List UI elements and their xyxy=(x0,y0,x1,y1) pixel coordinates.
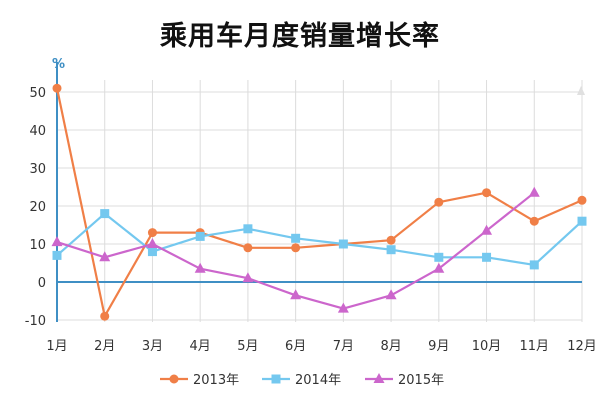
x-tick-label: 11月 xyxy=(519,339,549,354)
arrow-icon xyxy=(577,86,585,95)
x-tick-label: 7月 xyxy=(333,339,354,354)
x-tick-label: 8月 xyxy=(380,339,401,354)
data-point xyxy=(386,245,396,255)
data-point xyxy=(147,247,157,257)
x-tick-label: 6月 xyxy=(285,339,306,354)
data-point xyxy=(243,224,253,234)
y-tick-labels: -10 0 10 20 30 40 50 xyxy=(25,86,46,329)
legend-marker-0 xyxy=(169,374,179,384)
chart-title: 乘用车月度销量增长率 xyxy=(160,21,440,52)
data-point xyxy=(482,188,492,198)
data-point xyxy=(100,311,110,321)
y-tick-label: 50 xyxy=(29,86,46,101)
data-point xyxy=(338,239,348,249)
y-unit-label: % xyxy=(52,57,65,72)
data-point xyxy=(434,252,444,262)
y-tick-label: 30 xyxy=(29,162,46,177)
x-tick-label: 9月 xyxy=(428,339,449,354)
x-tick-label: 5月 xyxy=(237,339,258,354)
x-tick-labels: 1月 2月 3月 4月 5月 6月 7月 8月 9月 10月 11月 12月 xyxy=(46,339,596,354)
x-tick-label: 3月 xyxy=(142,339,163,354)
y-tick-label: 10 xyxy=(29,238,46,253)
data-point xyxy=(482,252,492,262)
data-point xyxy=(385,289,397,300)
data-point xyxy=(337,302,349,313)
x-tick-label: 10月 xyxy=(472,339,502,354)
data-point xyxy=(195,231,205,241)
x-tick-label: 12月 xyxy=(567,339,597,354)
data-point xyxy=(52,83,62,93)
data-point xyxy=(242,272,254,283)
data-point xyxy=(481,224,493,235)
x-tick-label: 2月 xyxy=(94,339,115,354)
data-point xyxy=(51,236,63,247)
legend-label-2: 2015年 xyxy=(398,373,444,388)
data-point xyxy=(529,216,539,226)
y-tick-label: 40 xyxy=(29,124,46,139)
data-point xyxy=(577,216,587,226)
legend-marker-2 xyxy=(373,373,385,383)
data-point xyxy=(386,235,396,245)
data-point xyxy=(243,243,253,253)
data-point xyxy=(433,262,445,273)
legend-label-1: 2014年 xyxy=(295,373,341,388)
data-point xyxy=(290,289,302,300)
data-point xyxy=(529,260,539,270)
legend-marker-1 xyxy=(271,374,281,384)
series-markers xyxy=(51,83,587,321)
series-line-1 xyxy=(56,212,583,266)
grid-lines xyxy=(56,80,583,322)
data-point xyxy=(100,209,110,219)
data-point xyxy=(147,228,157,238)
axes: % xyxy=(52,57,585,322)
x-tick-label: 1月 xyxy=(46,339,67,354)
legend: 2013年 2014年 2015年 xyxy=(160,373,444,388)
data-point xyxy=(146,238,158,248)
data-point xyxy=(52,250,62,260)
y-tick-label: -10 xyxy=(25,314,46,329)
data-point xyxy=(194,262,206,273)
data-point xyxy=(577,195,587,205)
data-point xyxy=(291,243,301,253)
data-point xyxy=(434,197,444,207)
data-point xyxy=(528,186,540,197)
legend-label-0: 2013年 xyxy=(193,373,239,388)
y-tick-label: 0 xyxy=(38,276,46,291)
data-point xyxy=(291,233,301,243)
y-tick-label: 20 xyxy=(29,200,46,215)
data-point xyxy=(99,251,111,262)
x-tick-label: 4月 xyxy=(190,339,211,354)
